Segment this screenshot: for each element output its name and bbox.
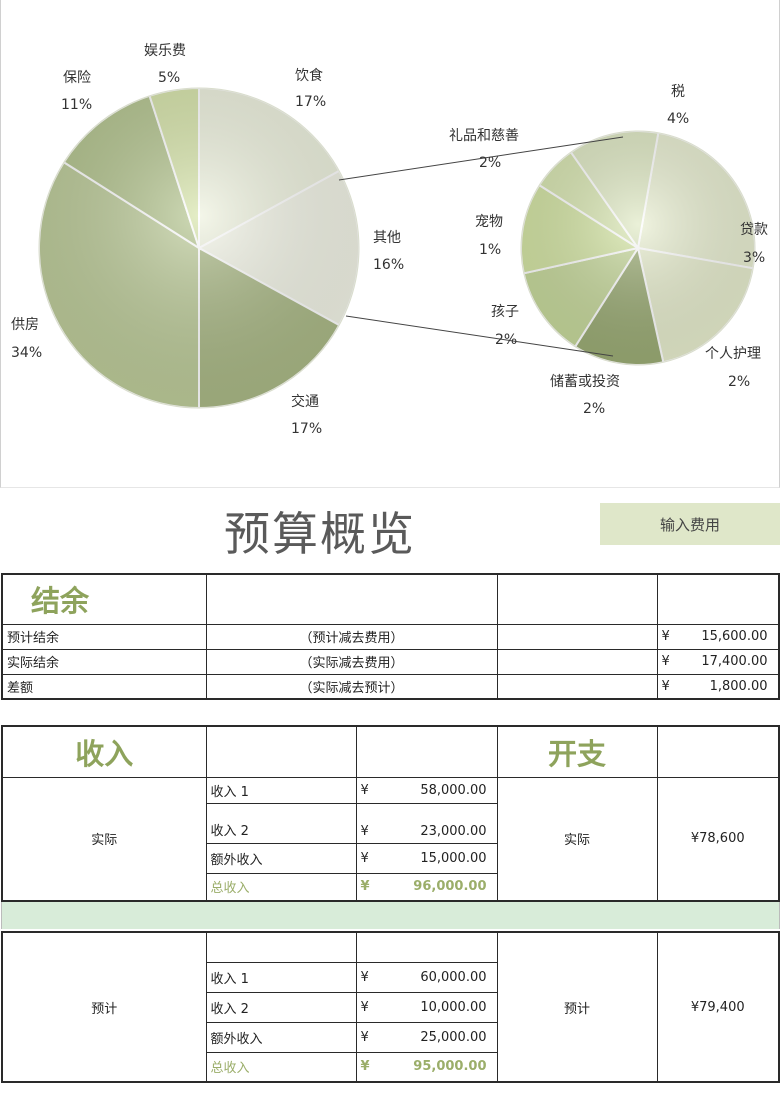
balance-row-formula: （实际减去费用）	[205, 648, 498, 675]
pie-pct-children: 2%	[495, 332, 517, 348]
balance-row-label: 预计结余	[1, 623, 207, 650]
pie-label-insurance: 保险	[63, 70, 91, 86]
balance-row-formula: （预计减去费用）	[205, 623, 498, 650]
income-item-label: 收入 1	[205, 961, 357, 993]
balance-row-label: 实际结余	[1, 648, 207, 675]
balance-row-label: 差额	[1, 673, 207, 700]
page-title: 预算概览	[224, 507, 416, 561]
pie-label-tax: 税	[671, 84, 685, 100]
income-item-amount: 60,000.00	[420, 969, 487, 985]
pie-pct-entertainment: 5%	[158, 70, 180, 86]
pie-of-pie-svg: 饮食 17% 其他 16% 交通 17% 供房 34% 保险 11% 娱乐费 5…	[11, 43, 768, 437]
pie-pct-food: 17%	[295, 94, 326, 110]
balance-amount: 17,400.00	[701, 654, 768, 669]
income-item-label: 收入 1	[205, 776, 357, 804]
income-item-amount: 23,000.00	[420, 823, 487, 839]
income-item-amount: 58,000.00	[420, 782, 487, 798]
total-income-amount: 95,000.00	[413, 1059, 487, 1075]
pie-pct-housing: 34%	[11, 345, 42, 361]
table-row: 收入 2 ¥10,000.00	[2, 991, 779, 1023]
pie-label-entertainment: 娱乐费	[144, 43, 186, 59]
income-actual-table: 收入 开支 实际 收入 1 ¥58,000.00 实际 ¥78,600 收入 2…	[1, 725, 780, 902]
pie-label-personal-care: 个人护理	[705, 346, 761, 362]
pie-pct-insurance: 11%	[61, 97, 92, 113]
income-item-label: 收入 2	[205, 802, 357, 844]
pie-label-other: 其他	[373, 230, 401, 246]
pie-label-food: 饮食	[295, 67, 323, 84]
table-row: 实际结余 （实际减去费用） ¥17,400.00	[1, 648, 780, 675]
actual-expense-amount: ¥78,600	[656, 776, 780, 902]
table-row: 额外收入 ¥25,000.00	[2, 1021, 779, 1053]
secondary-pie	[520, 130, 756, 366]
balance-row-formula: （实际减去预计）	[205, 673, 498, 700]
actual-label: 实际	[1, 776, 207, 902]
pie-pct-savings: 2%	[583, 401, 605, 417]
budget-pie-chart: 饮食 17% 其他 16% 交通 17% 供房 34% 保险 11% 娱乐费 5…	[0, 0, 780, 488]
separator-band	[1, 902, 780, 929]
income-planned-table: 预计 预计 ¥79,400 收入 1 ¥60,000.00 收入 2 ¥10,0…	[1, 931, 780, 1083]
total-row: 总收入 ¥96,000.00	[2, 872, 779, 902]
table-row: 实际 收入 1 ¥58,000.00 实际 ¥78,600	[1, 776, 780, 902]
pie-label-housing: 供房	[11, 317, 39, 333]
connector-line-top	[338, 136, 624, 181]
total-income-label: 总收入	[205, 1051, 357, 1083]
planned-label: 预计	[1, 931, 207, 1083]
pie-label-children: 孩子	[491, 304, 519, 320]
balance-amount: 1,800.00	[709, 678, 768, 694]
pie-label-pets: 宠物	[475, 214, 503, 230]
connector-line-bottom	[345, 315, 614, 357]
balance-amount: 15,600.00	[701, 629, 768, 644]
income-item-label: 收入 2	[205, 991, 357, 1023]
table-row: 差额 （实际减去预计） ¥1,800.00	[1, 673, 780, 700]
pie-label-transport: 交通	[291, 393, 319, 410]
pie-label-loan: 贷款	[740, 222, 768, 238]
table-row: 预计结余 （预计减去费用） ¥15,600.00	[1, 623, 780, 650]
planned-expense-label: 预计	[496, 931, 658, 1083]
pie-pct-personal-care: 2%	[728, 374, 750, 390]
pie-pct-pets: 1%	[479, 242, 501, 258]
pie-pct-gifts: 2%	[479, 155, 501, 171]
balance-table: 结余 预计结余 （预计减去费用） ¥15,600.00 实际结余 （实际减去费用…	[1, 573, 780, 700]
enter-expenses-button[interactable]: 输入费用	[600, 503, 780, 545]
income-item-amount: 10,000.00	[420, 999, 487, 1015]
planned-expense-amount: ¥79,400	[656, 931, 780, 1083]
pie-pct-loan: 3%	[743, 250, 765, 266]
expense-title: 开支	[496, 725, 658, 778]
pie-pct-tax: 4%	[667, 111, 689, 127]
income-title: 收入	[1, 725, 207, 778]
actual-expense-label: 实际	[496, 776, 658, 902]
main-pie	[38, 86, 360, 410]
secondary-pie-shading	[520, 130, 756, 366]
income-item-label: 额外收入	[205, 842, 357, 874]
pie-label-savings: 储蓄或投资	[550, 374, 620, 390]
total-income-label: 总收入	[205, 872, 357, 902]
income-item-label: 额外收入	[205, 1021, 357, 1053]
income-item-amount: 25,000.00	[420, 1029, 487, 1045]
income-item-amount: 15,000.00	[420, 850, 487, 866]
pie-pct-transport: 17%	[291, 421, 322, 437]
main-pie-shading	[38, 87, 360, 409]
total-income-amount: 96,000.00	[413, 879, 487, 895]
balance-title: 结余	[1, 573, 207, 625]
pie-pct-other: 16%	[373, 257, 404, 273]
table-row: 收入 2 ¥23,000.00	[2, 802, 779, 844]
pie-label-gifts: 礼品和慈善	[449, 128, 519, 144]
table-row: 收入 1 ¥60,000.00	[2, 961, 779, 993]
total-row: 总收入 ¥95,000.00	[2, 1051, 779, 1083]
